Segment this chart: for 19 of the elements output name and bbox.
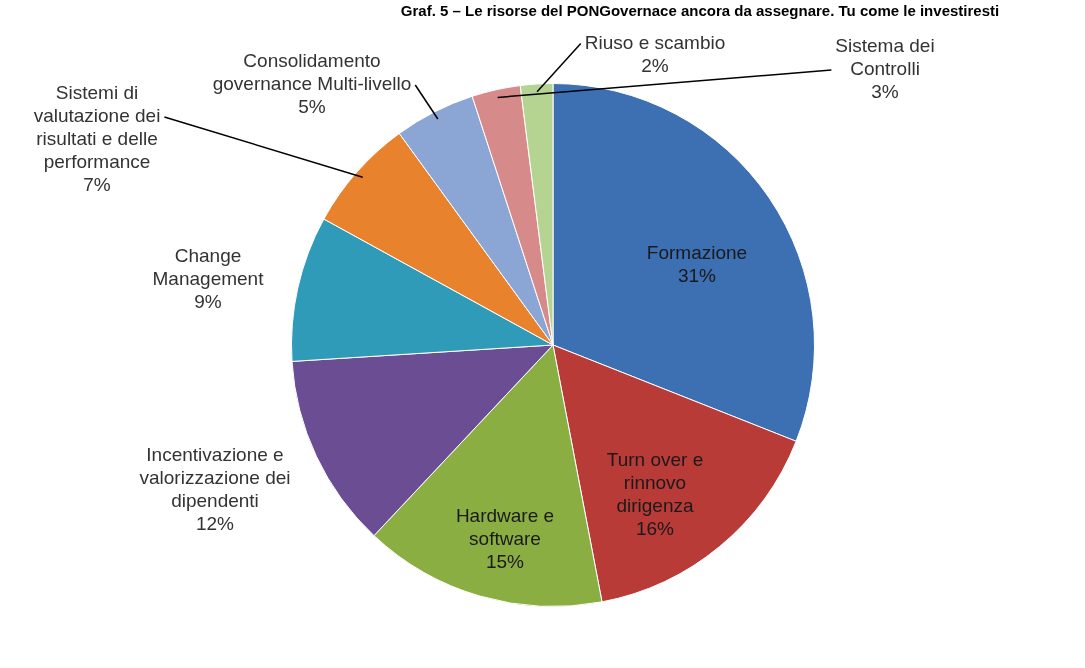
data-label: 3% — [871, 81, 899, 103]
data-label: 2% — [641, 54, 669, 76]
data-label: 16% — [635, 517, 675, 539]
slice-label: Formazione — [646, 241, 748, 263]
slice-label: Hardware e software — [455, 505, 555, 550]
data-label: 12% — [195, 512, 235, 534]
slice-label: Incentivazione e valorizzazione dei dipendenti — [139, 443, 291, 511]
data-label: 5% — [298, 96, 326, 118]
data-label: 7% — [83, 174, 111, 196]
slice-label: Sistemi di valutazione dei risultati e delle performance — [33, 82, 161, 173]
slice-label: Consolidamento governance Multi-livello — [212, 50, 412, 95]
data-label: 15% — [485, 551, 525, 573]
chart-title: Graf. 5 – Le risorse del PONGovernace ancora da assegnare. Tu come le investiresti — [400, 1, 1000, 19]
data-label: 9% — [194, 291, 222, 313]
slice-label: Riuso e scambio — [584, 31, 726, 53]
slice-label: Sistema dei Controlli — [835, 35, 935, 80]
slice-label: Turn over e rinnovo dirigenza — [606, 448, 704, 516]
slice-label: Change Management — [152, 245, 265, 290]
data-label: 31% — [677, 264, 717, 286]
